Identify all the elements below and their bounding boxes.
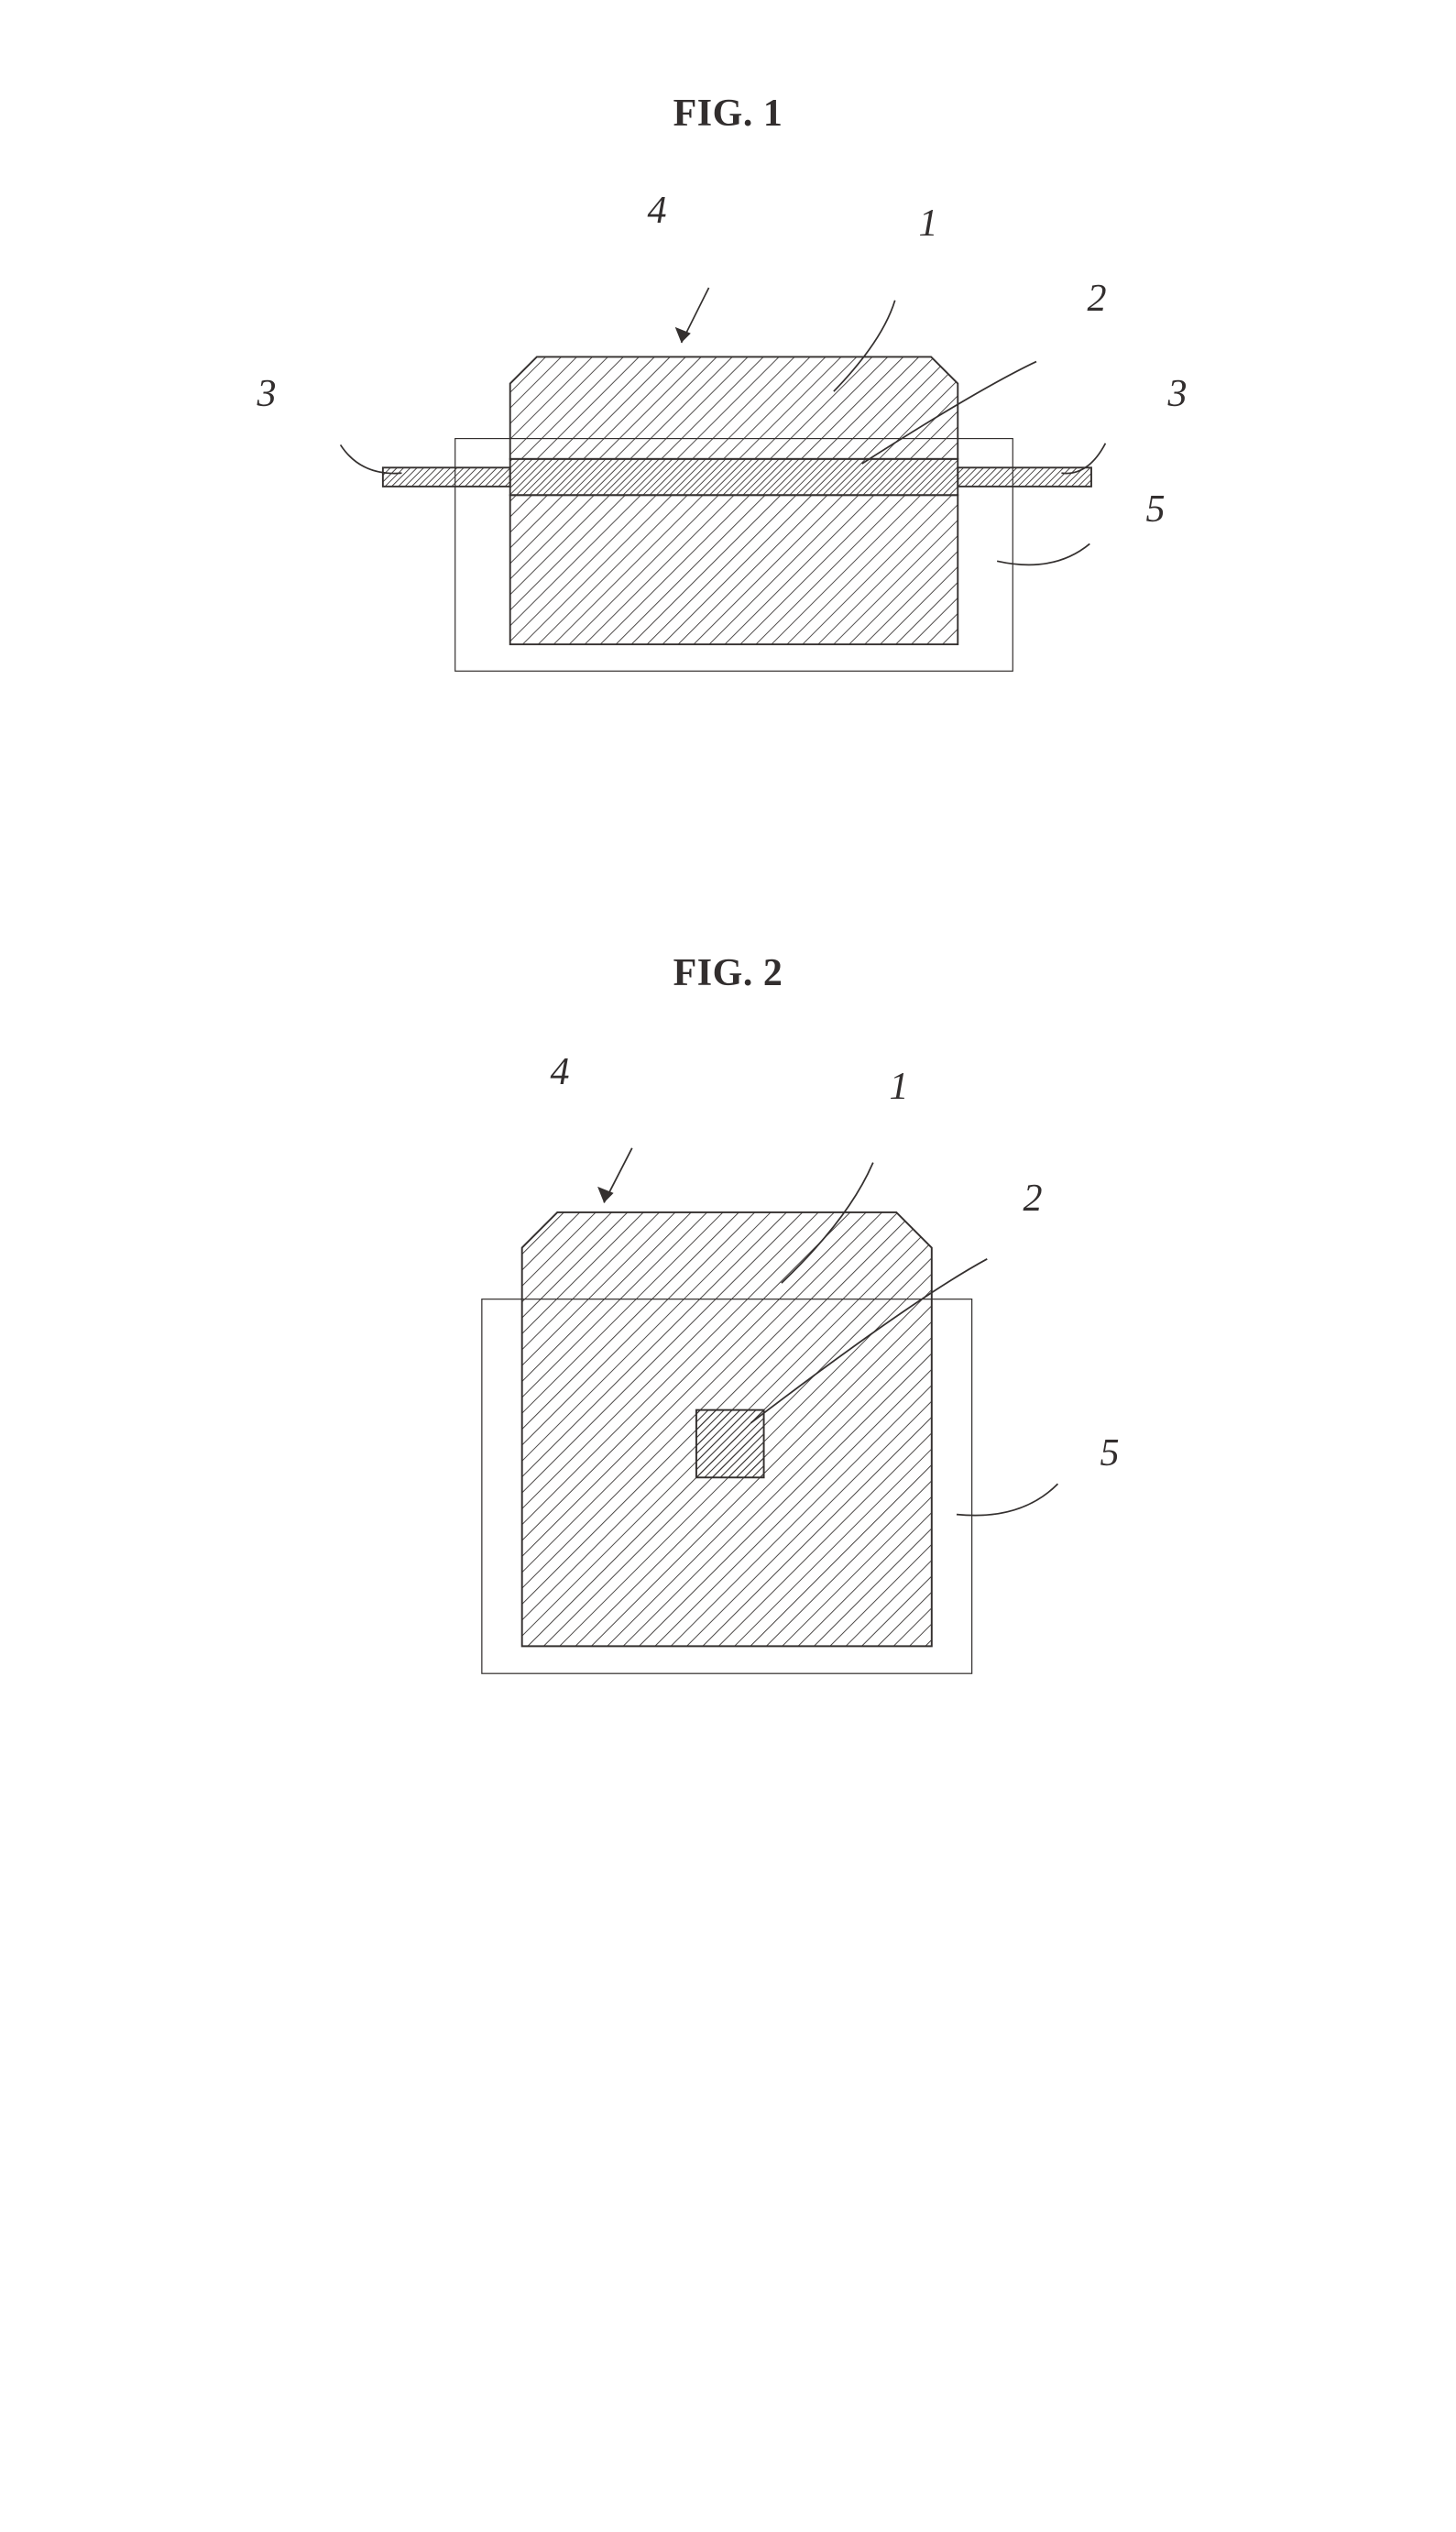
body-bottom-1: [509, 495, 958, 644]
label-3-left: 3: [257, 372, 277, 416]
figure-1: FIG. 1: [0, 92, 1456, 695]
label-5: 5: [1146, 488, 1166, 532]
lead-right-3: [958, 467, 1091, 487]
label-4: 4: [648, 189, 667, 233]
figure-1-svg: [243, 255, 1214, 695]
label-4: 4: [551, 1050, 570, 1094]
figure-2: FIG. 2 1 2: [0, 951, 1456, 1701]
body-top-1: [509, 356, 958, 458]
label-1: 1: [919, 202, 938, 246]
figure-1-title: FIG. 1: [673, 92, 783, 136]
label-2: 2: [1024, 1177, 1043, 1221]
figure-2-title: FIG. 2: [673, 951, 783, 995]
figure-2-svg: [243, 1114, 1214, 1701]
figure-1-diagram: 1 2 3 3 4 5: [243, 255, 1214, 695]
label-5: 5: [1100, 1431, 1120, 1475]
label-2: 2: [1088, 277, 1107, 321]
leader-5: [997, 543, 1089, 564]
lead-left-3: [382, 467, 509, 487]
center-band-2: [509, 459, 958, 495]
label-1: 1: [890, 1065, 909, 1109]
label-3-right: 3: [1168, 372, 1188, 416]
figure-2-diagram: 1 2 4 5: [243, 1114, 1214, 1701]
